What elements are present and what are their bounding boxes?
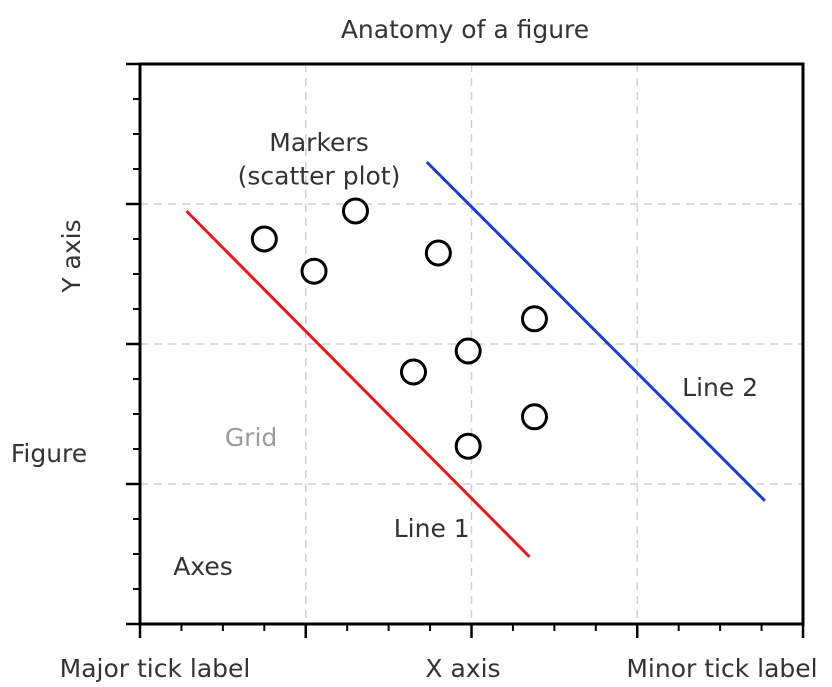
scatter-point <box>424 239 452 267</box>
scatter-point <box>520 403 548 431</box>
scatter-point <box>250 225 278 253</box>
series-line-1 <box>185 209 531 558</box>
annotation-label: Line 2 <box>682 373 758 402</box>
scatter-point <box>399 358 427 386</box>
annotations: Markers (scatter plot) Line 1 Line 2 Grid Axe… <box>173 128 758 581</box>
major-tick-label: Major tick label <box>60 654 251 683</box>
minor-tick-label: Minor tick label <box>626 654 817 683</box>
scatter-point <box>520 305 548 333</box>
axes-frame <box>138 62 805 626</box>
series <box>185 160 766 558</box>
scatter-point <box>454 337 482 365</box>
annotation-label: Grid <box>225 423 277 452</box>
annotation-label: Line 1 <box>394 514 470 543</box>
y-axis-label: Y axis <box>57 219 86 293</box>
scatter-point <box>454 432 482 460</box>
scatter-point <box>300 257 328 285</box>
annotation-label: Markers <box>269 128 368 157</box>
scatter-point <box>341 197 369 225</box>
chart-title: Anatomy of a figure <box>341 15 589 44</box>
x-axis-label: X axis <box>425 654 500 683</box>
annotation-label: Axes <box>173 552 233 581</box>
annotation-label: (scatter plot) <box>238 161 401 190</box>
series-line-2 <box>425 160 766 502</box>
figure-label: Figure <box>11 439 87 468</box>
